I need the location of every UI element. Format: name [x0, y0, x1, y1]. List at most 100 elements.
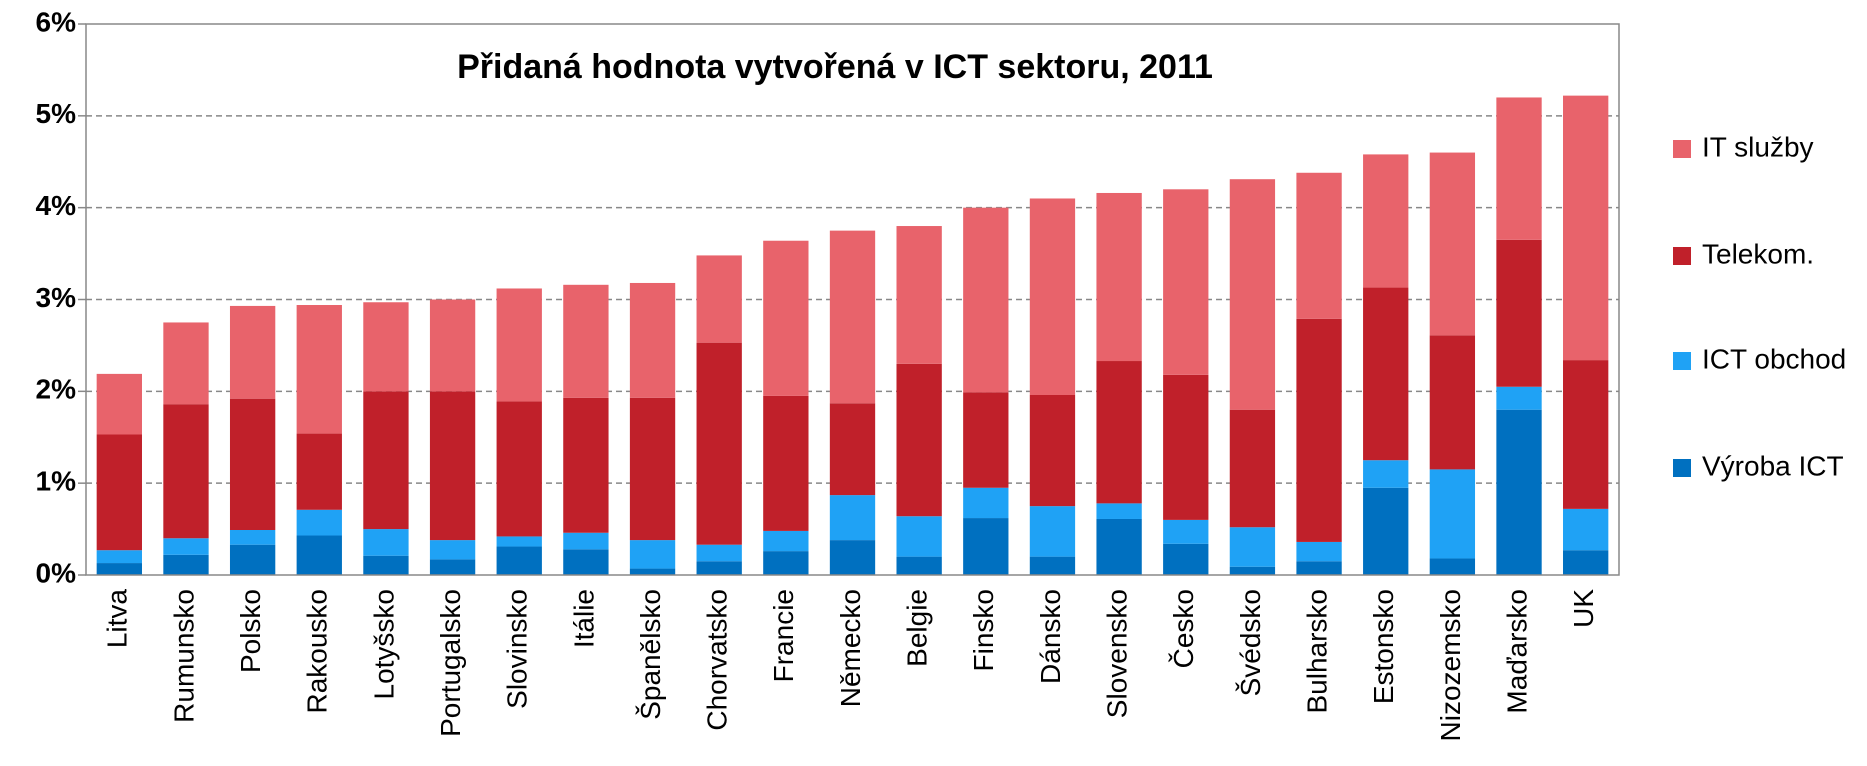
bar-segment: [896, 226, 942, 364]
bar-segment: [829, 495, 876, 541]
bar-segment: [296, 509, 342, 536]
bar-segment: [1563, 360, 1609, 509]
bar-segment: [1429, 152, 1476, 336]
bar-segment: [696, 544, 742, 562]
bar-segment: [163, 538, 209, 555]
bar-segment: [1029, 506, 1076, 557]
x-tick-label: Španělsko: [635, 589, 666, 720]
x-tick-label: Nizozemsko: [1435, 589, 1466, 741]
x-tick-label: Francie: [768, 589, 799, 682]
bar-segment: [429, 391, 476, 541]
bar-segment: [1496, 97, 1542, 240]
bar-segment: [229, 305, 276, 399]
bar-segment: [563, 284, 609, 398]
bar-segment: [1163, 519, 1209, 544]
bar-segment: [1563, 95, 1609, 361]
bar-segment: [163, 404, 209, 539]
bar-segment: [1229, 566, 1276, 575]
bar-segment: [496, 536, 542, 547]
bar-segment: [296, 305, 342, 434]
bar-segment: [1563, 550, 1609, 575]
bar-segment: [1496, 409, 1542, 575]
bar-segment: [296, 535, 342, 575]
bar-segment: [963, 518, 1009, 575]
bar-segment: [763, 395, 809, 531]
bar-segment: [363, 391, 409, 530]
bar-segment: [429, 540, 476, 560]
x-tick-label: Finsko: [968, 589, 999, 671]
bar-segment: [296, 433, 342, 510]
bar-segment: [696, 561, 742, 575]
bar-segment: [429, 559, 476, 575]
x-tick-label: Dánsko: [1035, 589, 1066, 684]
bar-segment: [1163, 189, 1209, 375]
bar-segment: [1163, 543, 1209, 575]
bar-segment: [229, 398, 276, 531]
legend-label: IT služby: [1702, 131, 1814, 162]
legend-label: ICT obchod: [1702, 343, 1846, 374]
x-tick-label: Litva: [102, 589, 133, 649]
x-tick-label: Švédsko: [1235, 589, 1266, 696]
x-tick-label: Chorvatsko: [702, 589, 733, 731]
bar-segment: [1296, 561, 1342, 575]
legend-swatch: [1673, 140, 1691, 158]
legend-swatch: [1673, 352, 1691, 370]
bar-segment: [1163, 374, 1209, 520]
bar-segment: [163, 322, 209, 405]
bar-segment: [629, 282, 676, 398]
bar-segment: [1096, 503, 1142, 519]
bar-segment: [96, 563, 142, 575]
x-tick-label: Belgie: [902, 589, 933, 667]
y-tick-label: 4%: [36, 190, 77, 221]
x-tick-label: Polsko: [235, 589, 266, 673]
x-tick-label: Bulharsko: [1301, 589, 1332, 714]
bar-segment: [1496, 386, 1542, 410]
bar-segment: [1363, 487, 1409, 575]
bar-segment: [963, 487, 1009, 519]
x-tick-label: Itálie: [568, 589, 599, 648]
x-tick-label: Maďarsko: [1501, 589, 1532, 714]
bar-segment: [496, 546, 542, 575]
x-tick-label: Lotyšsko: [368, 589, 399, 700]
bar-segment: [96, 434, 142, 551]
bar-segment: [563, 397, 609, 533]
bar-segment: [1429, 335, 1476, 470]
bar-segment: [96, 550, 142, 564]
bar-segment: [96, 373, 142, 435]
bar-segment: [829, 540, 876, 575]
y-tick-label: 3%: [36, 282, 77, 313]
bar-segment: [1296, 541, 1342, 562]
bar-segment: [163, 554, 209, 575]
y-tick-label: 0%: [36, 557, 77, 588]
bar-segment: [896, 516, 942, 557]
legend-swatch: [1673, 459, 1691, 477]
y-tick-label: 1%: [36, 466, 77, 497]
bar-segment: [363, 555, 409, 575]
bar-segment: [1563, 508, 1609, 551]
x-tick-label: Rumunsko: [168, 589, 199, 723]
bar-segment: [363, 302, 409, 392]
bar-segment: [229, 530, 276, 545]
bar-segment: [1429, 469, 1476, 559]
x-tick-label: Estonsko: [1368, 589, 1399, 704]
bar-segment: [1363, 287, 1409, 461]
x-tick-label: Portugalsko: [435, 589, 466, 737]
x-tick-label: UK: [1568, 589, 1599, 628]
bar-segment: [1229, 527, 1276, 567]
bar-segment: [896, 556, 942, 575]
x-tick-label: Česko: [1168, 589, 1199, 668]
bar-segment: [696, 255, 742, 343]
bar-segment: [1363, 154, 1409, 288]
bar-segment: [1029, 198, 1076, 396]
bar-segment: [629, 568, 676, 575]
bar-segment: [563, 549, 609, 575]
bar-segment: [829, 230, 876, 404]
bar-segment: [696, 342, 742, 545]
x-tick-label: Rakousko: [302, 589, 333, 714]
bar-segment: [763, 240, 809, 396]
legend-swatch: [1673, 247, 1691, 265]
x-tick-label: Německo: [835, 589, 866, 707]
bar-segment: [963, 392, 1009, 488]
bar-segment: [1029, 556, 1076, 575]
